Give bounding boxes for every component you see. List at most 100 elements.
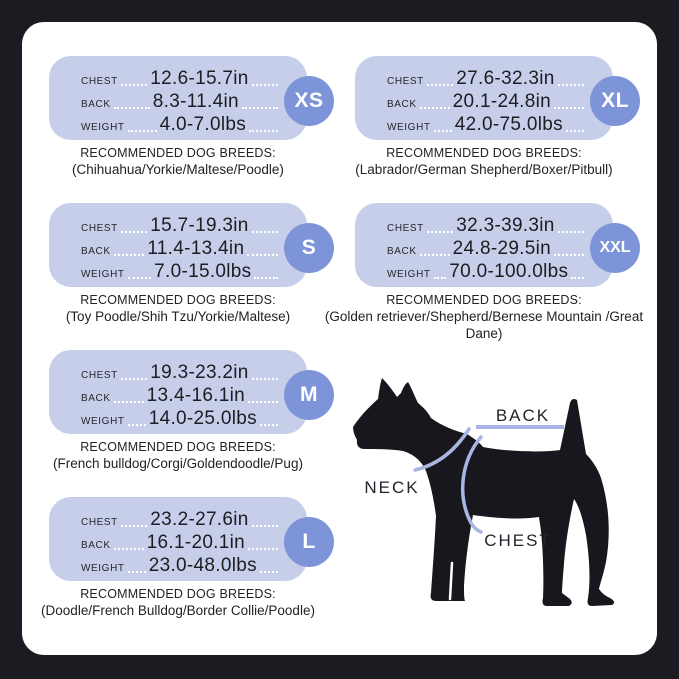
weight-value: 42.0-75.0lbs — [454, 114, 563, 135]
weight-row: WEIGHT 7.0-15.0lbs — [81, 261, 281, 283]
size-card: CHEST 12.6-15.7in BACK 8.3-11.4in WEIGHT… — [49, 56, 334, 140]
size-badge: M — [284, 370, 334, 420]
breed-list: (Chihuahua/Yorkie/Maltese/Poodle) — [72, 162, 284, 177]
chest-row: CHEST 15.7-19.3in — [81, 215, 281, 237]
weight-value: 4.0-7.0lbs — [159, 114, 247, 135]
recommended-breeds: RECOMMENDED DOG BREEDS: (French bulldog/… — [17, 440, 339, 473]
back-value: 11.4-13.4in — [147, 238, 245, 259]
dotted-leader — [251, 231, 278, 233]
weight-label: WEIGHT — [387, 122, 431, 133]
dotted-leader — [251, 84, 278, 86]
back-label: BACK — [81, 540, 111, 551]
size-card: CHEST 23.2-27.6in BACK 16.1-20.1in WEIGH… — [49, 497, 334, 581]
breed-list: (Golden retriever/Shepherd/Bernese Mount… — [324, 309, 644, 341]
back-value: 13.4-16.1in — [146, 385, 246, 406]
size-chart-sheet: CHEST 12.6-15.7in BACK 8.3-11.4in WEIGHT… — [22, 22, 657, 655]
recommended-breeds: RECOMMENDED DOG BREEDS: (Doodle/French B… — [17, 587, 339, 620]
dotted-leader — [248, 401, 279, 403]
chest-value: 19.3-23.2in — [150, 362, 249, 383]
dotted-leader — [554, 254, 585, 256]
recommended-heading: RECOMMENDED DOG BREEDS: — [80, 146, 276, 160]
weight-row: WEIGHT 4.0-7.0lbs — [81, 114, 281, 136]
chest-label: CHEST — [81, 517, 118, 528]
weight-row: WEIGHT 70.0-100.0lbs — [387, 261, 587, 283]
dotted-leader — [120, 84, 148, 86]
dotted-leader — [433, 277, 447, 279]
dotted-leader — [557, 231, 584, 233]
recommended-heading: RECOMMENDED DOG BREEDS: — [80, 440, 276, 454]
weight-row: WEIGHT 42.0-75.0lbs — [387, 114, 587, 136]
dotted-leader — [554, 107, 585, 109]
dotted-leader — [113, 401, 144, 403]
dotted-leader — [113, 548, 144, 550]
dog-silhouette-illustration: BACK NECK CHEST — [353, 378, 615, 606]
dotted-leader — [113, 107, 150, 109]
size-badge: S — [284, 223, 334, 273]
chest-label: CHEST — [387, 76, 424, 87]
dotted-leader — [127, 130, 157, 132]
recommended-heading: RECOMMENDED DOG BREEDS: — [386, 146, 582, 160]
recommended-heading: RECOMMENDED DOG BREEDS: — [386, 293, 582, 307]
size-card: CHEST 15.7-19.3in BACK 11.4-13.4in WEIGH… — [49, 203, 334, 287]
size-card-group-s: CHEST 15.7-19.3in BACK 11.4-13.4in WEIGH… — [49, 203, 334, 326]
size-card-group-l: CHEST 23.2-27.6in BACK 16.1-20.1in WEIGH… — [41, 497, 334, 620]
chest-value: 12.6-15.7in — [150, 68, 249, 89]
back-row: BACK 16.1-20.1in — [81, 532, 281, 554]
front-leg-divider — [448, 561, 454, 601]
weight-label: WEIGHT — [81, 416, 125, 427]
back-value: 20.1-24.8in — [452, 91, 552, 112]
chest-value: 23.2-27.6in — [150, 509, 249, 530]
dotted-leader — [127, 424, 146, 426]
back-label: BACK — [81, 99, 111, 110]
back-label: BACK — [387, 99, 417, 110]
dotted-leader — [433, 130, 452, 132]
chest-label: CHEST — [81, 223, 118, 234]
dotted-leader — [248, 548, 279, 550]
dotted-leader — [419, 254, 450, 256]
dotted-leader — [259, 424, 279, 426]
size-card: CHEST 27.6-32.3in BACK 20.1-24.8in WEIGH… — [355, 56, 640, 140]
back-label: BACK — [387, 246, 417, 257]
dotted-leader — [120, 378, 148, 380]
diagram-chest-label: CHEST — [484, 531, 552, 550]
recommended-heading: RECOMMENDED DOG BREEDS: — [80, 293, 276, 307]
chest-row: CHEST 12.6-15.7in — [81, 68, 281, 90]
dog-silhouette — [353, 378, 615, 606]
breed-list: (French bulldog/Corgi/Goldendoodle/Pug) — [53, 456, 303, 471]
recommended-breeds: RECOMMENDED DOG BREEDS: (Toy Poodle/Shih… — [17, 293, 339, 326]
dotted-leader — [251, 378, 278, 380]
dotted-leader — [426, 84, 454, 86]
back-label: BACK — [81, 393, 111, 404]
chest-value: 27.6-32.3in — [456, 68, 555, 89]
size-card: CHEST 19.3-23.2in BACK 13.4-16.1in WEIGH… — [49, 350, 334, 434]
size-card-group-xs: CHEST 12.6-15.7in BACK 8.3-11.4in WEIGHT… — [49, 56, 334, 179]
dotted-leader — [251, 525, 278, 527]
dotted-leader — [254, 277, 279, 279]
chest-row: CHEST 19.3-23.2in — [81, 362, 281, 384]
weight-value: 23.0-48.0lbs — [148, 555, 257, 576]
weight-label: WEIGHT — [81, 563, 125, 574]
diagram-neck-label: NECK — [364, 478, 419, 497]
dog-measurement-diagram: BACK NECK CHEST — [340, 365, 660, 655]
dotted-leader — [426, 231, 454, 233]
dotted-leader — [113, 254, 145, 256]
dotted-leader — [127, 277, 152, 279]
weight-row: WEIGHT 23.0-48.0lbs — [81, 555, 281, 577]
back-row: BACK 8.3-11.4in — [81, 91, 281, 113]
size-card-group-xxl: CHEST 32.3-39.3in BACK 24.8-29.5in WEIGH… — [325, 203, 643, 343]
recommended-breeds: RECOMMENDED DOG BREEDS: (Labrador/German… — [323, 146, 645, 179]
size-badge: XS — [284, 76, 334, 126]
back-row: BACK 20.1-24.8in — [387, 91, 587, 113]
chest-label: CHEST — [81, 370, 118, 381]
chest-row: CHEST 32.3-39.3in — [387, 215, 587, 237]
size-badge: XXL — [590, 223, 640, 273]
back-value: 8.3-11.4in — [152, 91, 239, 112]
recommended-heading: RECOMMENDED DOG BREEDS: — [80, 587, 276, 601]
dotted-leader — [571, 277, 584, 279]
size-card-group-xl: CHEST 27.6-32.3in BACK 20.1-24.8in WEIGH… — [355, 56, 640, 179]
weight-value: 7.0-15.0lbs — [154, 261, 252, 282]
weight-label: WEIGHT — [81, 122, 125, 133]
recommended-breeds: RECOMMENDED DOG BREEDS: (Chihuahua/Yorki… — [17, 146, 339, 179]
dotted-leader — [249, 130, 278, 132]
dotted-leader — [259, 571, 279, 573]
